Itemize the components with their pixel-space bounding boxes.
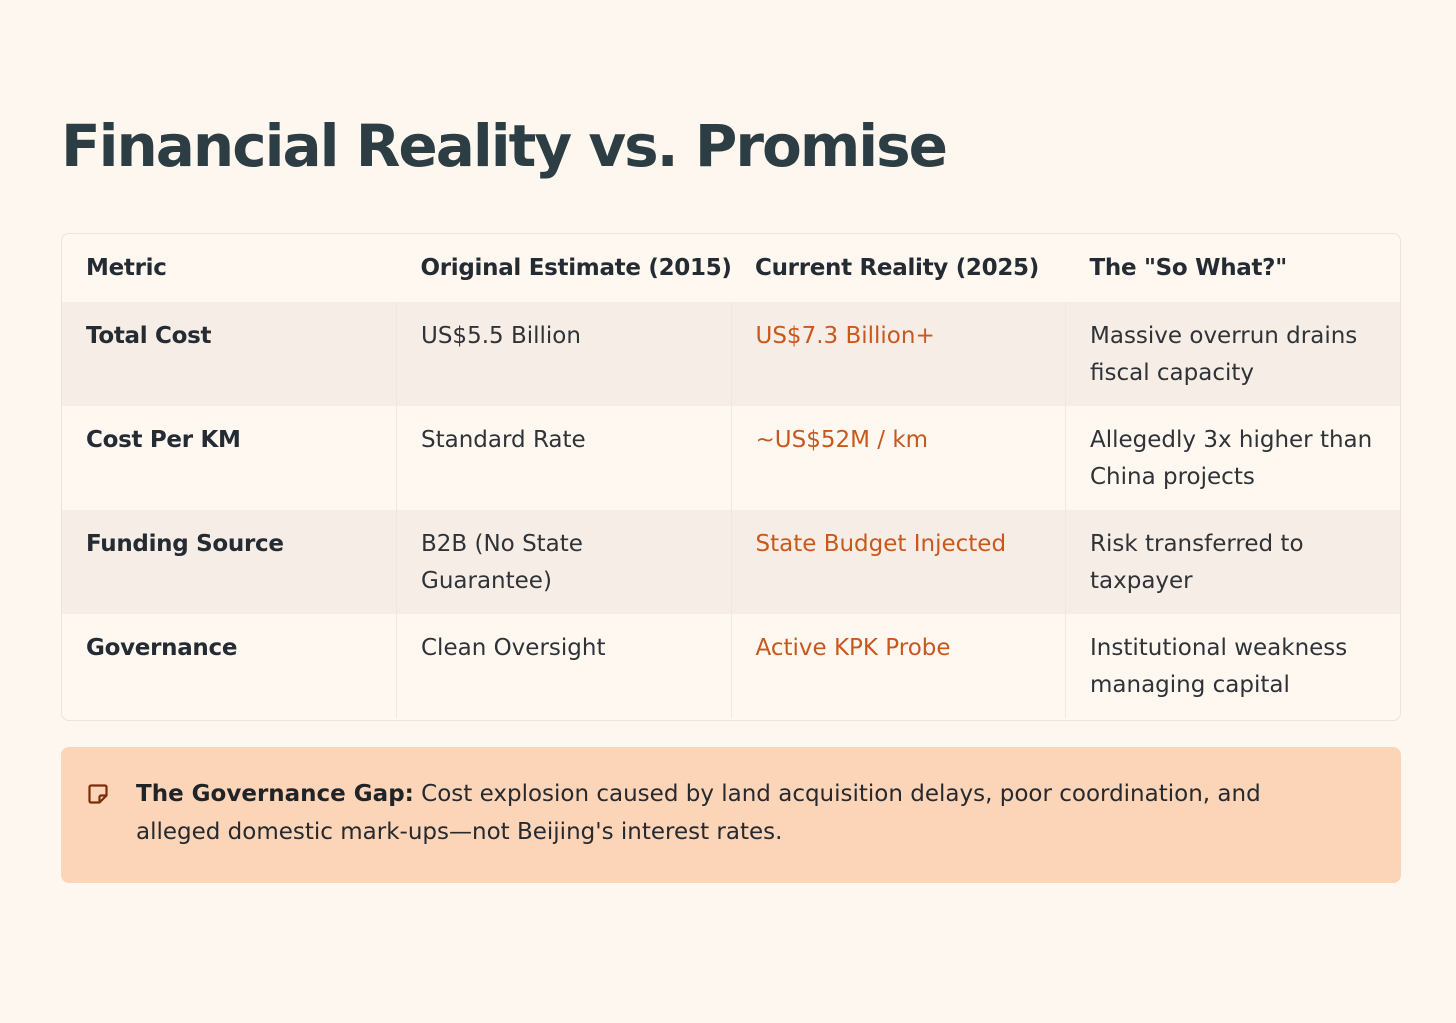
cell-original: B2B (No State Guarantee) bbox=[396, 510, 731, 614]
cell-so-what: Allegedly 3x higher than China projects bbox=[1065, 406, 1400, 510]
cell-original: Standard Rate bbox=[396, 406, 731, 510]
table-row: Total Cost US$5.5 Billion US$7.3 Billion… bbox=[62, 302, 1400, 406]
cell-metric: Cost Per KM bbox=[62, 406, 397, 510]
callout-lead: The Governance Gap: bbox=[136, 781, 414, 807]
header-current-reality: Current Reality (2025) bbox=[755, 255, 1039, 281]
cell-so-what: Risk transferred to taxpayer bbox=[1065, 510, 1400, 614]
table-row: Funding Source B2B (No State Guarantee) … bbox=[62, 510, 1400, 614]
cell-original: Clean Oversight bbox=[396, 614, 731, 718]
page-title: Financial Reality vs. Promise bbox=[61, 112, 948, 180]
cell-reality: US$7.3 Billion+ bbox=[730, 302, 1066, 406]
header-original-estimate: Original Estimate (2015) bbox=[420, 255, 732, 281]
cell-reality: ~US$52M / km bbox=[730, 406, 1066, 510]
cell-so-what: Massive overrun drains fiscal capacity bbox=[1065, 302, 1400, 406]
cell-reality: Active KPK Probe bbox=[730, 614, 1066, 718]
table-row: Governance Clean Oversight Active KPK Pr… bbox=[62, 614, 1400, 718]
table-header-row: Metric Original Estimate (2015) Current … bbox=[62, 234, 1400, 302]
comparison-table: Metric Original Estimate (2015) Current … bbox=[61, 233, 1401, 721]
cell-metric: Funding Source bbox=[62, 510, 397, 614]
cell-metric: Governance bbox=[62, 614, 397, 718]
cell-metric: Total Cost bbox=[62, 302, 397, 406]
header-so-what: The "So What?" bbox=[1089, 255, 1288, 281]
callout-body: Cost explosion caused by land acquisitio… bbox=[136, 781, 1261, 845]
cell-reality: State Budget Injected bbox=[730, 510, 1066, 614]
cell-so-what: Institutional weakness managing capital bbox=[1065, 614, 1400, 718]
callout-text: The Governance Gap: Cost explosion cause… bbox=[136, 775, 1336, 851]
cell-original: US$5.5 Billion bbox=[396, 302, 731, 406]
table-row: Cost Per KM Standard Rate ~US$52M / km A… bbox=[62, 406, 1400, 510]
governance-gap-callout: The Governance Gap: Cost explosion cause… bbox=[61, 747, 1401, 883]
header-metric: Metric bbox=[86, 255, 167, 281]
note-icon bbox=[87, 783, 109, 805]
